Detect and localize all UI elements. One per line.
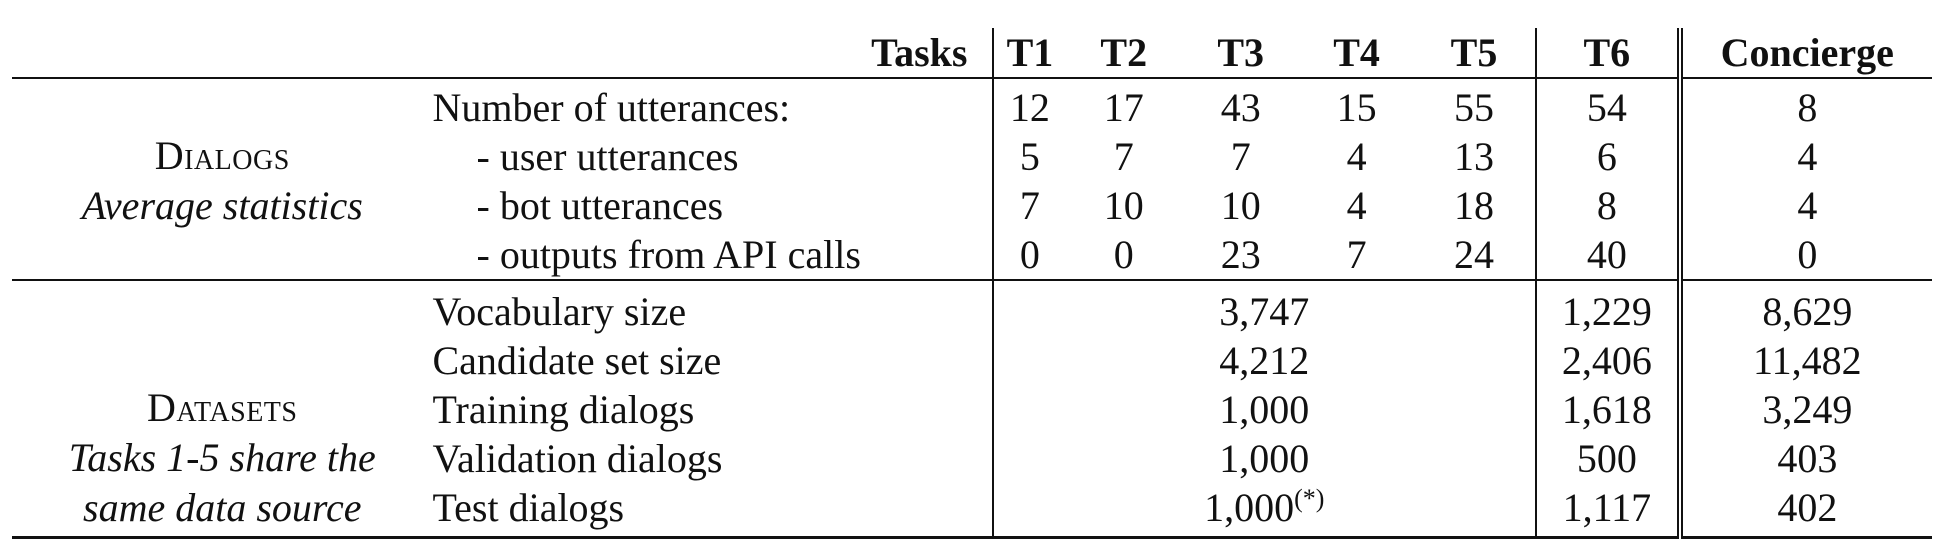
table-cell: 3,249	[1676, 385, 1932, 434]
row-label: - user utterances	[476, 134, 739, 179]
dialogs-section: Dialogs Average statistics Number of utt…	[12, 78, 1932, 280]
datasets-section: Datasets Tasks 1-5 share the same data s…	[12, 280, 1932, 538]
row-label: - bot utterances	[476, 183, 724, 228]
table-cell: 4	[1346, 183, 1367, 228]
table-cell: 4	[1676, 132, 1932, 181]
row-label: Vocabulary size	[432, 289, 687, 334]
table-cell: 7	[1113, 134, 1134, 179]
table-cell: 8	[1535, 181, 1680, 230]
footnote-marker: (*)	[1294, 484, 1325, 513]
table-cell: 500	[1535, 434, 1680, 483]
table-cell: 55	[1454, 85, 1495, 130]
table-cell: 7	[1346, 232, 1367, 277]
table-cell: 403	[1676, 434, 1932, 483]
test-dialogs-value: 1,000	[1204, 485, 1295, 530]
column-header-t1: T1	[991, 28, 1067, 78]
table-cell: 12	[991, 78, 1067, 132]
table-cell-tasks-1-5: 3,747	[991, 280, 1537, 336]
table-cell: 7	[1230, 134, 1251, 179]
table-cell-tasks-1-5: 4,212	[991, 336, 1537, 385]
table-row: Validation dialogs 1,000 500 403	[12, 434, 1932, 483]
table-cell: 5	[991, 132, 1067, 181]
table-cell: 10	[1103, 183, 1144, 228]
table-cell: 18	[1454, 183, 1495, 228]
table-cell: 43	[1220, 85, 1261, 130]
table-cell: 4	[1346, 134, 1367, 179]
row-label: Training dialogs	[432, 387, 695, 432]
table-cell: 17	[1103, 85, 1144, 130]
table-row: - bot utterances 7 10 10 4 18 8 4	[12, 181, 1932, 230]
dialogs-section-label: Dialogs Average statistics	[12, 78, 433, 280]
datasets-section-subtitle-line2: same data source	[83, 484, 362, 530]
table-cell: 7	[991, 181, 1067, 230]
table-cell-tasks-1-5: 1,000	[991, 385, 1537, 434]
table-header-row: Tasks T1 T2 T3 T4 T5 T6 Concierge	[12, 28, 1932, 78]
table-cell: 11,482	[1676, 336, 1932, 385]
table-cell: 1,618	[1535, 385, 1680, 434]
table-cell: 40	[1535, 230, 1680, 280]
table-cell-tasks-1-5: 1,000(*)	[991, 483, 1537, 538]
table-cell: 0	[1676, 230, 1932, 280]
column-header-t2: T2	[1100, 30, 1148, 75]
table-cell-tasks-1-5: 1,000	[991, 434, 1537, 483]
table-cell: 8,629	[1676, 280, 1932, 336]
column-header-concierge: Concierge	[1676, 28, 1932, 78]
table-cell: 23	[1220, 232, 1261, 277]
column-header-t5: T5	[1450, 30, 1498, 75]
table-cell: 15	[1336, 85, 1377, 130]
column-header-t4: T4	[1333, 30, 1380, 75]
table-row: Candidate set size 4,212 2,406 11,482	[12, 336, 1932, 385]
row-label: Number of utterances:	[432, 85, 791, 130]
table-cell: 0	[1113, 232, 1134, 277]
datasets-section-title: Datasets	[147, 384, 298, 430]
table-row: - user utterances 5 7 7 4 13 6 4	[12, 132, 1932, 181]
statistics-table-container: Tasks T1 T2 T3 T4 T5 T6 Concierge Dialog…	[12, 28, 1932, 539]
table-cell: 0	[991, 230, 1067, 280]
table-cell: 402	[1676, 483, 1932, 538]
table-row: - outputs from API calls 0 0 23 7 24 40 …	[12, 230, 1932, 280]
row-label: Validation dialogs	[432, 436, 723, 481]
dialogs-section-subtitle: Average statistics	[81, 183, 363, 228]
datasets-section-subtitle-line1: Tasks 1-5 share the	[68, 434, 376, 480]
dataset-statistics-table: Tasks T1 T2 T3 T4 T5 T6 Concierge Dialog…	[12, 28, 1932, 539]
table-cell: 4	[1676, 181, 1932, 230]
table-cell: 1,117	[1535, 483, 1680, 538]
table-cell: 24	[1454, 232, 1495, 277]
row-label: Test dialogs	[432, 485, 625, 530]
row-label: Candidate set size	[432, 338, 722, 383]
table-cell: 6	[1535, 132, 1680, 181]
table-cell: 2,406	[1535, 336, 1680, 385]
table-cell: 13	[1454, 134, 1495, 179]
table-cell: 8	[1676, 78, 1932, 132]
table-row: Training dialogs 1,000 1,618 3,249	[12, 385, 1932, 434]
column-header-t3: T3	[1217, 30, 1265, 75]
table-cell: 54	[1535, 78, 1680, 132]
table-row: Dialogs Average statistics Number of utt…	[12, 78, 1932, 228]
row-label: - outputs from API calls	[476, 232, 861, 277]
table-row: Test dialogs 1,000(*) 1,117 402	[12, 483, 1932, 538]
column-header-t6: T6	[1535, 28, 1680, 78]
datasets-section-label: Datasets Tasks 1-5 share the same data s…	[12, 280, 433, 538]
tasks-header-label: Tasks	[871, 30, 968, 75]
dialogs-section-title: Dialogs	[154, 133, 290, 178]
table-cell: 1,229	[1535, 280, 1680, 336]
table-cell: 10	[1220, 183, 1261, 228]
table-row: Datasets Tasks 1-5 share the same data s…	[12, 280, 1932, 530]
